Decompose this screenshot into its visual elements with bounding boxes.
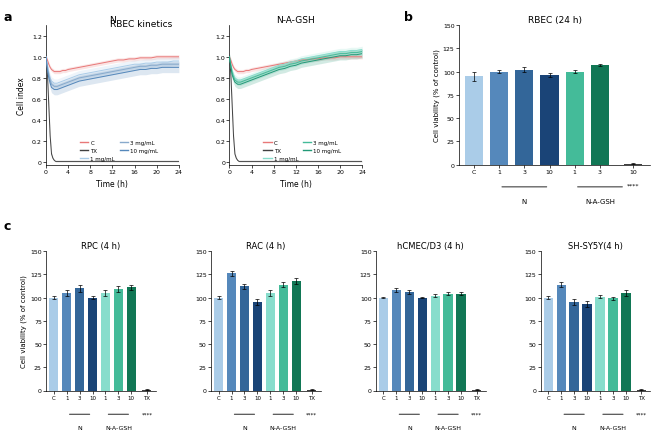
- Title: RAC (4 h): RAC (4 h): [246, 242, 286, 251]
- Bar: [622, 293, 631, 391]
- Text: N: N: [242, 425, 247, 431]
- Bar: [591, 66, 609, 165]
- Bar: [405, 292, 414, 391]
- X-axis label: Time (h): Time (h): [97, 180, 128, 189]
- Text: c: c: [3, 219, 11, 232]
- Bar: [608, 299, 618, 391]
- Bar: [623, 164, 642, 165]
- Bar: [418, 298, 427, 391]
- Bar: [582, 304, 592, 391]
- Text: N-A-GSH: N-A-GSH: [434, 425, 462, 431]
- Text: N: N: [78, 425, 82, 431]
- Text: N: N: [407, 425, 412, 431]
- Bar: [566, 72, 584, 165]
- Text: RBEC kinetics: RBEC kinetics: [110, 20, 172, 29]
- X-axis label: Time (h): Time (h): [280, 180, 311, 189]
- Title: RBEC (24 h): RBEC (24 h): [528, 16, 581, 25]
- Text: ****: ****: [636, 411, 647, 416]
- Text: N-A-GSH: N-A-GSH: [599, 425, 626, 431]
- Bar: [541, 76, 558, 165]
- Legend: C, TX, 1 mg/mL, 3 mg/mL, 10 mg/mL: C, TX, 1 mg/mL, 3 mg/mL, 10 mg/mL: [79, 140, 160, 162]
- Title: hCMEC/D3 (4 h): hCMEC/D3 (4 h): [397, 242, 464, 251]
- Text: ****: ****: [141, 411, 152, 416]
- Bar: [49, 298, 58, 391]
- Text: N: N: [572, 425, 577, 431]
- Bar: [214, 298, 223, 391]
- Bar: [543, 298, 553, 391]
- Y-axis label: Cell viability (% of control): Cell viability (% of control): [21, 275, 28, 367]
- Text: b: b: [404, 11, 413, 24]
- Bar: [240, 287, 249, 391]
- Bar: [443, 294, 453, 391]
- Bar: [88, 298, 97, 391]
- Bar: [253, 302, 262, 391]
- Bar: [570, 302, 579, 391]
- Y-axis label: Cell index: Cell index: [17, 77, 26, 115]
- Y-axis label: Cell viability (% of control): Cell viability (% of control): [434, 49, 440, 142]
- Text: N-A-GSH: N-A-GSH: [105, 425, 132, 431]
- Bar: [457, 294, 466, 391]
- Text: ****: ****: [306, 411, 317, 416]
- Bar: [114, 289, 123, 391]
- Text: ****: ****: [471, 411, 482, 416]
- Bar: [379, 298, 388, 391]
- Bar: [464, 77, 483, 165]
- Bar: [595, 297, 604, 391]
- Text: ****: ****: [627, 183, 639, 188]
- Text: a: a: [3, 11, 12, 24]
- Bar: [556, 285, 566, 391]
- Bar: [472, 390, 481, 391]
- Bar: [75, 289, 84, 391]
- Text: N: N: [522, 199, 527, 204]
- Text: N-A-GSH: N-A-GSH: [585, 199, 615, 204]
- Bar: [292, 281, 301, 391]
- Bar: [101, 293, 110, 391]
- Bar: [392, 290, 401, 391]
- Title: SH-SY5Y(4 h): SH-SY5Y(4 h): [568, 242, 623, 251]
- Bar: [62, 293, 72, 391]
- Bar: [430, 296, 440, 391]
- Title: RPC (4 h): RPC (4 h): [81, 242, 121, 251]
- Bar: [637, 390, 646, 391]
- Bar: [265, 293, 275, 391]
- Legend: C, TX, 1 mg/mL, 3 mg/mL, 10 mg/mL: C, TX, 1 mg/mL, 3 mg/mL, 10 mg/mL: [262, 140, 343, 162]
- Title: N: N: [109, 16, 116, 25]
- Bar: [515, 71, 533, 165]
- Bar: [279, 285, 288, 391]
- Text: N-A-GSH: N-A-GSH: [270, 425, 297, 431]
- Bar: [142, 390, 152, 391]
- Bar: [307, 390, 316, 391]
- Bar: [227, 274, 236, 391]
- Title: N-A-GSH: N-A-GSH: [277, 16, 315, 25]
- Bar: [127, 288, 136, 391]
- Bar: [490, 72, 508, 165]
